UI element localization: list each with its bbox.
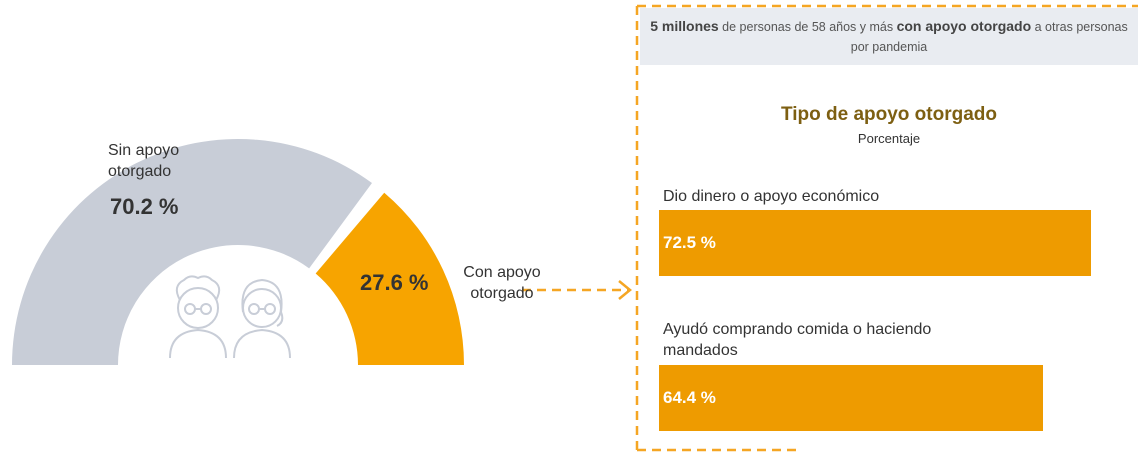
segment-label: Sin apoyo otorgado — [108, 142, 180, 180]
arrow-head — [618, 280, 632, 300]
elderly-icon — [169, 275, 291, 359]
header-text: a otras personas por pandemia — [850, 20, 1128, 54]
header-text: de personas de 58 años y más — [718, 20, 897, 34]
header-highlight: con apoyo otorgado — [896, 18, 1032, 34]
segment-label: Con apoyo otorgado — [463, 264, 541, 302]
gauge-segment — [12, 139, 372, 365]
chart-title: Tipo de apoyo otorgado — [780, 104, 998, 125]
gauge-segment — [315, 192, 464, 365]
chart-subtitle: Porcentaje — [857, 131, 921, 146]
bar — [659, 365, 1043, 431]
value-label: 27.6 % — [360, 270, 429, 295]
bar-value-label: 72.5 % — [663, 233, 716, 252]
panel-header: 5 millones de personas de 58 años y más … — [640, 8, 1138, 65]
category-label: Ayudó comprando comida o haciendo mandad… — [663, 321, 932, 359]
category-label: Dio dinero o apoyo económico — [663, 188, 880, 205]
bar — [659, 210, 1092, 276]
bar-value-label: 64.4 % — [663, 388, 716, 407]
header-highlight: 5 millones — [650, 18, 719, 34]
value-label: 70.2 % — [110, 194, 179, 219]
